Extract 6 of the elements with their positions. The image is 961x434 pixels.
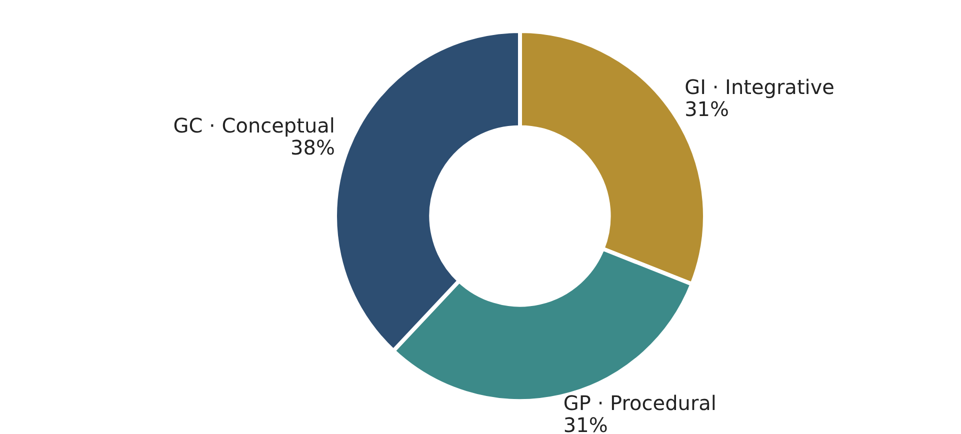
data-label: 31% [684,97,730,122]
data-label: 38% [290,136,335,160]
data-label: 31% [563,413,608,434]
slice-label: GI · Integrative [684,75,834,100]
slice-label: GP · Procedural [563,391,716,416]
slice-label: GC · Conceptual [173,114,335,138]
